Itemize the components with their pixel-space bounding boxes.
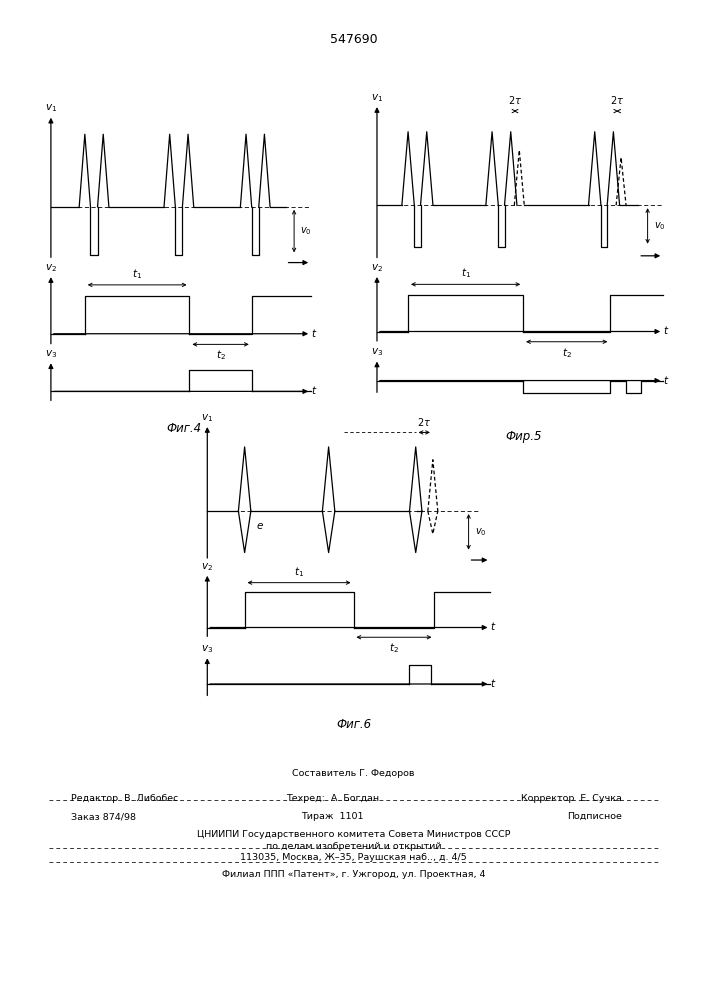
Text: $t_1$: $t_1$ bbox=[294, 565, 304, 579]
Text: Редактор  В. Либобес: Редактор В. Либобес bbox=[71, 794, 178, 803]
Text: $v_3$: $v_3$ bbox=[45, 348, 57, 360]
Text: Фир.5: Фир.5 bbox=[505, 430, 542, 443]
Text: $v_0$: $v_0$ bbox=[654, 220, 665, 232]
Text: Филиал ППП «Патент», г. Ужгород, ул. Проектная, 4: Филиал ППП «Патент», г. Ужгород, ул. Про… bbox=[222, 870, 485, 879]
Text: $2\tau$: $2\tau$ bbox=[508, 94, 522, 106]
Text: $v_2$: $v_2$ bbox=[371, 262, 383, 274]
Text: t: t bbox=[311, 329, 315, 339]
Text: $t_2$: $t_2$ bbox=[216, 349, 226, 362]
Text: $t_1$: $t_1$ bbox=[132, 267, 142, 281]
Text: $t_1$: $t_1$ bbox=[460, 266, 471, 280]
Text: $v_2$: $v_2$ bbox=[201, 561, 214, 573]
Text: Фиг.6: Фиг.6 bbox=[336, 718, 371, 731]
Text: Составитель Г. Федоров: Составитель Г. Федоров bbox=[292, 769, 415, 778]
Text: t: t bbox=[491, 622, 495, 633]
Text: ЦНИИПИ Государственного комитета Совета Министров СССР: ЦНИИПИ Государственного комитета Совета … bbox=[197, 830, 510, 839]
Text: t: t bbox=[663, 326, 667, 336]
Text: $v_1$: $v_1$ bbox=[201, 412, 214, 424]
Text: $v_0$: $v_0$ bbox=[475, 526, 486, 538]
Text: $t_2$: $t_2$ bbox=[562, 346, 572, 360]
Text: t: t bbox=[491, 679, 495, 689]
Text: $e$: $e$ bbox=[255, 521, 264, 531]
Text: Подписное: Подписное bbox=[567, 812, 622, 821]
Text: по делам изобретений и открытий: по делам изобретений и открытий bbox=[266, 842, 441, 851]
Text: Техред:  А. Богдан: Техред: А. Богдан bbox=[286, 794, 379, 803]
Text: $v_3$: $v_3$ bbox=[371, 346, 383, 358]
Text: Тираж  1101: Тираж 1101 bbox=[301, 812, 363, 821]
Text: $v_2$: $v_2$ bbox=[45, 262, 57, 274]
Text: Заказ 874/98: Заказ 874/98 bbox=[71, 812, 136, 821]
Text: Корректор  Е. Сучка: Корректор Е. Сучка bbox=[521, 794, 622, 803]
Text: $2\tau$: $2\tau$ bbox=[610, 94, 624, 106]
Text: t: t bbox=[663, 376, 667, 386]
Text: t: t bbox=[311, 386, 315, 396]
Text: $2\tau$: $2\tau$ bbox=[417, 416, 431, 428]
Text: $v_1$: $v_1$ bbox=[45, 103, 57, 114]
Text: Фиг.4: Фиг.4 bbox=[166, 422, 201, 435]
Text: $v_1$: $v_1$ bbox=[371, 92, 383, 104]
Text: 547690: 547690 bbox=[329, 33, 378, 46]
Text: $v_3$: $v_3$ bbox=[201, 643, 214, 655]
Text: 113035, Москва, Ж–35, Раушская наб.., д. 4/5: 113035, Москва, Ж–35, Раушская наб.., д.… bbox=[240, 853, 467, 862]
Text: $v_0$: $v_0$ bbox=[300, 225, 311, 237]
Text: $t_2$: $t_2$ bbox=[389, 641, 399, 655]
